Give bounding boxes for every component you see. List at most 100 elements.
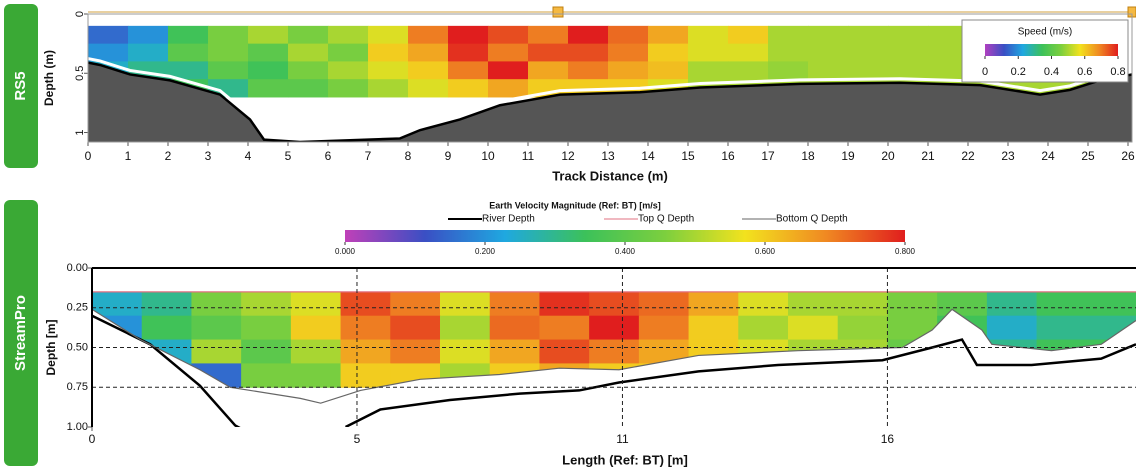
heatmap-cell — [191, 339, 242, 364]
below-q-mask — [92, 309, 1136, 427]
y-tick-label: 1.00 — [67, 421, 88, 433]
heatmap-cell — [688, 43, 729, 62]
river-depth-line — [88, 61, 1132, 142]
heatmap-cell — [241, 339, 292, 364]
heatmap-cell — [241, 315, 292, 341]
heatmap-cell — [208, 61, 249, 80]
heatmap-cell — [608, 61, 649, 80]
heatmap-cell — [1036, 291, 1136, 317]
heatmap-cell — [390, 315, 441, 341]
heatmap-cell — [489, 339, 540, 364]
heatmap-cell — [688, 61, 729, 80]
heatmap-cell — [168, 25, 209, 45]
heatmap-cell — [568, 61, 609, 80]
river-bed-edge — [88, 57, 1132, 140]
colorbar-tick-label: 0.8 — [1110, 66, 1125, 78]
x-tick-label: 17 — [761, 149, 775, 163]
heatmap-cell — [168, 43, 209, 62]
slider-handle[interactable] — [552, 6, 564, 18]
colorbar-tick-label: 0.000 — [335, 247, 356, 256]
legend-label: Top Q Depth — [638, 214, 694, 225]
x-tick-label: 9 — [445, 149, 452, 163]
heatmap-cell — [408, 25, 449, 45]
x-tick-label: 13 — [601, 149, 615, 163]
heatmap-cell — [589, 339, 640, 364]
heatmap-cell — [648, 43, 689, 62]
x-tick-label: 16 — [721, 149, 735, 163]
heatmap-cell — [368, 61, 409, 80]
heatmap-cell — [728, 43, 769, 62]
colorbar-tick-label: 0.600 — [755, 247, 776, 256]
heatmap-cell — [568, 25, 609, 45]
x-tick-label: 14 — [641, 149, 655, 163]
heatmap-cell — [589, 291, 640, 317]
x-tick-label: 24 — [1041, 149, 1055, 163]
colorbar — [985, 44, 1118, 56]
x-tick-label: 11 — [616, 432, 629, 446]
x-tick-label: 11 — [522, 149, 535, 163]
heatmap-cell — [248, 79, 289, 98]
heatmap-cell — [489, 291, 540, 317]
depth-line — [92, 314, 241, 427]
heatmap-cell — [808, 61, 849, 80]
heatmap-cell — [887, 291, 938, 317]
river-bed — [88, 62, 1132, 142]
x-tick-label: 8 — [405, 149, 412, 163]
y-tick-label: 1 — [74, 129, 86, 135]
heatmap-cell — [288, 43, 329, 62]
colorbar-tick-label: 0.800 — [895, 247, 916, 256]
heatmap-cell — [288, 61, 329, 80]
y-tick-label: 0.50 — [67, 341, 88, 353]
heatmap-cell — [688, 25, 729, 45]
heatmap-cell — [191, 291, 242, 317]
heatmap-cell — [440, 291, 491, 317]
x-tick-label: 16 — [881, 432, 895, 446]
heatmap-cell — [448, 79, 489, 98]
heatmap-cell — [928, 61, 969, 80]
heatmap-cell — [539, 315, 590, 341]
heatmap-cell — [241, 291, 292, 317]
heatmap-cell — [290, 315, 342, 341]
plot-area — [92, 291, 1136, 427]
heatmap-cell — [738, 315, 789, 341]
depth-line — [92, 308, 1136, 404]
y-tick-label: 0.25 — [67, 302, 88, 314]
x-tick-label: 7 — [365, 149, 372, 163]
plot-area — [88, 25, 1132, 142]
heatmap-cell — [128, 25, 169, 45]
heatmap-cell — [290, 291, 342, 317]
legend-label: Bottom Q Depth — [776, 214, 848, 225]
heatmap-cell — [848, 43, 889, 62]
x-tick-label: 18 — [801, 149, 815, 163]
y-tick-label: 0 — [74, 11, 86, 17]
heatmap-cell — [408, 43, 449, 62]
heatmap-cell — [837, 315, 888, 341]
heatmap-cell — [589, 315, 640, 341]
x-tick-label: 22 — [961, 149, 975, 163]
heatmap-cell — [608, 25, 649, 45]
heatmap-cell — [448, 25, 489, 45]
heatmap-cell — [888, 61, 929, 80]
heatmap-cell — [448, 61, 489, 80]
heatmap-cell — [92, 291, 143, 317]
heatmap-cell — [328, 79, 369, 98]
x-tick-label: 23 — [1001, 149, 1015, 163]
heatmap-cell — [440, 339, 491, 364]
heatmap-cell — [808, 25, 849, 45]
heatmap-cell — [688, 315, 739, 341]
colorbar-tick-label: 0.400 — [615, 247, 636, 256]
heatmap-cell — [368, 79, 409, 98]
x-tick-label: 19 — [841, 149, 855, 163]
x-tick-label: 5 — [354, 432, 361, 446]
x-tick-label: 10 — [481, 149, 495, 163]
heatmap-cell — [738, 291, 789, 317]
heatmap-cell — [168, 61, 209, 80]
panel-tab — [4, 200, 38, 466]
heatmap-cell — [528, 43, 569, 62]
heatmap-cell — [768, 61, 809, 80]
heatmap-cell — [928, 43, 969, 62]
heatmap-cell — [848, 61, 889, 80]
heatmap-cell — [290, 339, 342, 364]
x-tick-label: 26 — [1121, 149, 1135, 163]
heatmap-cell — [88, 43, 129, 62]
